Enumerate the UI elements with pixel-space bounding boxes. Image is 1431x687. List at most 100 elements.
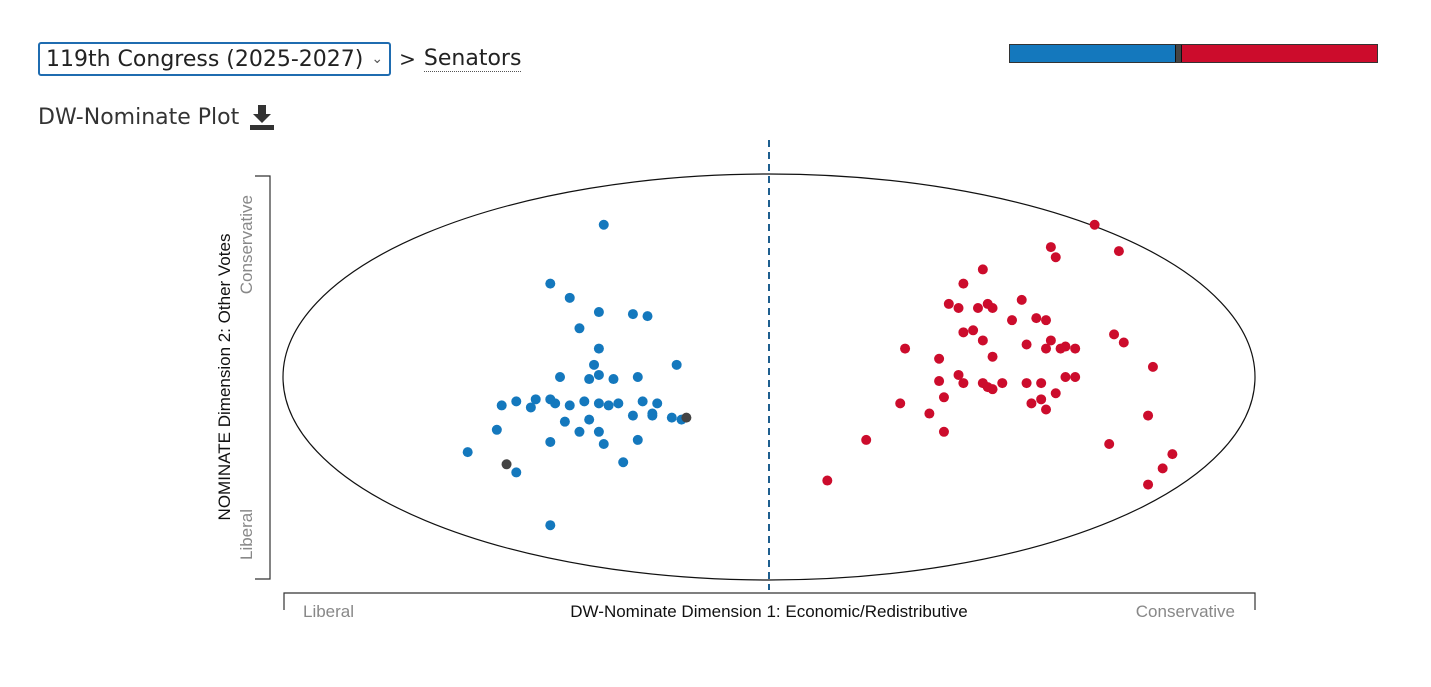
republican-senator-point[interactable] xyxy=(953,369,964,380)
republican-senator-point[interactable] xyxy=(900,343,911,354)
democrat-senator-point[interactable] xyxy=(618,457,629,468)
congress-select[interactable]: 119th Congress (2025-2027) ⌄ xyxy=(38,42,392,76)
republican-senator-point[interactable] xyxy=(1143,410,1154,421)
republican-senator-point[interactable] xyxy=(1050,252,1061,263)
republican-senator-point[interactable] xyxy=(1070,372,1081,382)
democrat-senator-point[interactable] xyxy=(593,343,604,354)
democrat-senator-point[interactable] xyxy=(545,520,556,531)
democrat-senator-point[interactable] xyxy=(511,396,522,407)
republican-senator-point[interactable] xyxy=(1016,294,1027,305)
republican-senator-point[interactable] xyxy=(1104,438,1115,449)
republican-senator-point[interactable] xyxy=(861,434,872,445)
independent-senator-point[interactable] xyxy=(681,412,692,423)
republican-senator-point[interactable] xyxy=(1045,335,1056,346)
democrat-senator-point[interactable] xyxy=(559,416,570,427)
republican-senator-point[interactable] xyxy=(953,302,964,313)
democrat-senator-point[interactable] xyxy=(647,410,658,421)
republican-senator-point[interactable] xyxy=(958,278,969,289)
republican-senator-point[interactable] xyxy=(977,264,988,275)
republican-senator-point[interactable] xyxy=(1109,329,1120,340)
unit-circle-ellipse xyxy=(282,173,1256,581)
democrat-senator-point[interactable] xyxy=(671,359,682,370)
democrat-senator-point[interactable] xyxy=(564,400,575,411)
republican-senator-point[interactable] xyxy=(1050,388,1061,399)
republican-senator-point[interactable] xyxy=(1147,361,1158,372)
republican-senator-point[interactable] xyxy=(822,475,833,486)
democrat-senator-point[interactable] xyxy=(593,369,604,380)
democrat-senator-point[interactable] xyxy=(545,278,556,289)
independent-senator-point[interactable] xyxy=(501,459,512,470)
republican-senator-point[interactable] xyxy=(1060,372,1071,382)
democrat-senator-point[interactable] xyxy=(642,311,653,322)
republican-senator-point[interactable] xyxy=(1021,339,1032,350)
senators-link[interactable]: Senators xyxy=(423,46,522,72)
democrat-senator-point[interactable] xyxy=(545,436,556,447)
republican-senator-point[interactable] xyxy=(1041,343,1052,354)
republican-senator-point[interactable] xyxy=(987,384,998,395)
democrat-senator-point[interactable] xyxy=(598,219,609,230)
democrat-senator-point[interactable] xyxy=(545,394,556,405)
republican-senator-point[interactable] xyxy=(1021,378,1032,389)
republican-senator-point[interactable] xyxy=(997,378,1008,389)
republican-senator-point[interactable] xyxy=(938,426,949,437)
republican-senator-point[interactable] xyxy=(924,408,935,419)
democrat-senator-point[interactable] xyxy=(584,414,595,425)
republican-senator-point[interactable] xyxy=(1036,378,1047,389)
republican-senator-point[interactable] xyxy=(968,325,979,336)
republican-senator-point[interactable] xyxy=(1036,394,1047,405)
democrat-senator-point[interactable] xyxy=(491,424,502,435)
republican-senator-point[interactable] xyxy=(1113,246,1124,257)
democrat-senator-point[interactable] xyxy=(627,309,638,320)
democrat-senator-point[interactable] xyxy=(530,394,541,405)
democrat-senator-point[interactable] xyxy=(613,398,624,409)
republican-senator-point[interactable] xyxy=(1045,242,1056,253)
democrat-senator-point[interactable] xyxy=(593,426,604,437)
republican-senator-point[interactable] xyxy=(972,302,983,313)
republican-senator-point[interactable] xyxy=(1143,479,1154,490)
democrat-senator-point[interactable] xyxy=(574,323,585,334)
democrat-senator-point[interactable] xyxy=(627,410,638,421)
democrat-senator-point[interactable] xyxy=(564,292,575,303)
democrat-senator-point[interactable] xyxy=(525,402,536,413)
republican-senator-point[interactable] xyxy=(1026,398,1037,409)
democrat-senator-point[interactable] xyxy=(608,374,619,385)
republican-senator-point[interactable] xyxy=(1055,343,1066,354)
democrat-senator-point[interactable] xyxy=(603,400,614,411)
republican-senator-point[interactable] xyxy=(1089,219,1100,230)
democrat-senator-point[interactable] xyxy=(632,372,643,382)
democrat-senator-point[interactable] xyxy=(593,398,604,409)
democrat-senator-point[interactable] xyxy=(496,400,507,411)
republican-senator-point[interactable] xyxy=(943,298,954,309)
republican-senator-point[interactable] xyxy=(958,327,969,338)
republican-senator-point[interactable] xyxy=(895,398,906,409)
republican-senator-point[interactable] xyxy=(1167,449,1178,460)
democrat-senator-point[interactable] xyxy=(589,359,600,370)
republican-senator-point[interactable] xyxy=(1007,315,1017,326)
republican-senator-point[interactable] xyxy=(938,392,949,403)
democrat-senator-point[interactable] xyxy=(637,396,648,407)
democrat-senator-point[interactable] xyxy=(574,426,585,437)
republican-senator-point[interactable] xyxy=(987,302,998,313)
republican-senator-point[interactable] xyxy=(1031,313,1042,324)
democrat-senator-point[interactable] xyxy=(598,438,609,449)
democrat-senator-point[interactable] xyxy=(593,307,604,318)
republican-senator-point[interactable] xyxy=(934,376,945,387)
republican-senator-point[interactable] xyxy=(1041,404,1052,415)
democrat-senator-point[interactable] xyxy=(632,434,643,445)
republican-senator-point[interactable] xyxy=(1157,463,1168,474)
republican-senator-point[interactable] xyxy=(958,378,969,389)
democrat-senator-point[interactable] xyxy=(584,374,595,385)
democrat-senator-point[interactable] xyxy=(652,398,663,409)
democrat-senator-point[interactable] xyxy=(462,447,473,458)
republican-senator-point[interactable] xyxy=(1070,343,1081,354)
republican-senator-point[interactable] xyxy=(987,351,998,362)
republican-senator-point[interactable] xyxy=(934,353,945,364)
democrat-senator-point[interactable] xyxy=(579,396,590,407)
republican-senator-point[interactable] xyxy=(977,335,988,346)
democrat-senator-point[interactable] xyxy=(666,412,677,423)
download-icon[interactable] xyxy=(249,103,275,131)
democrat-senator-point[interactable] xyxy=(555,372,566,382)
republican-senator-point[interactable] xyxy=(1041,315,1052,326)
republican-senator-point[interactable] xyxy=(1118,337,1129,348)
democrat-senator-point[interactable] xyxy=(511,467,522,478)
